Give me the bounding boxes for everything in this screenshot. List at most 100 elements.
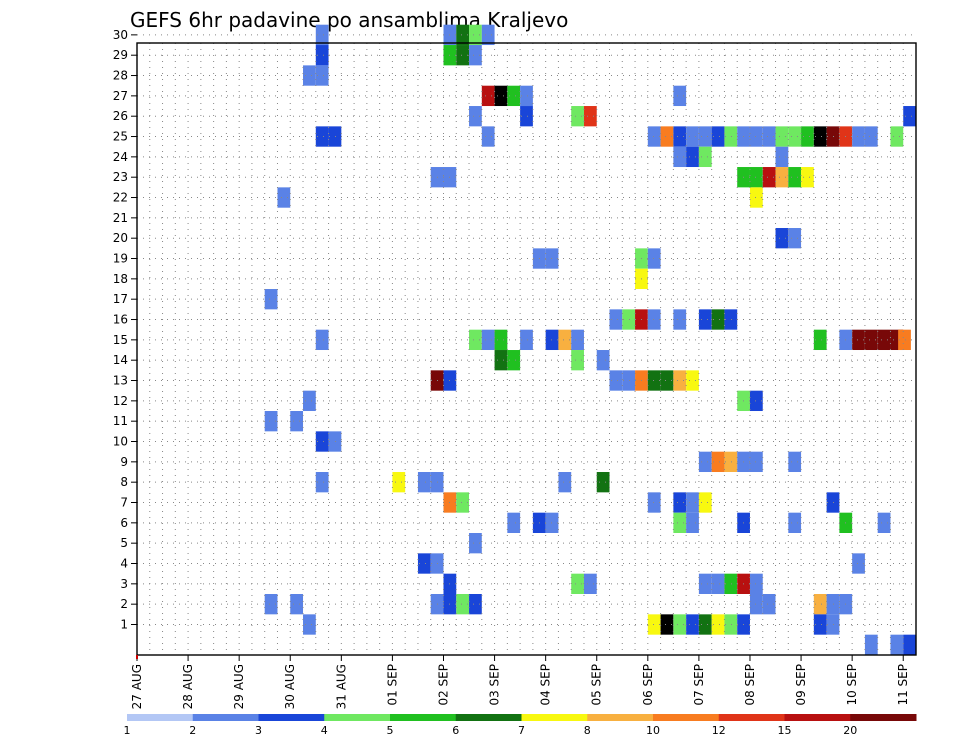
precip-cell-m12	[749, 390, 763, 412]
precip-cell-m15	[898, 329, 911, 351]
legend-label: 1	[124, 724, 131, 737]
precip-cell-m16	[724, 309, 738, 330]
legend-label: 4	[321, 724, 328, 737]
precip-cell-m3	[711, 573, 725, 594]
legend-swatch	[718, 714, 785, 721]
precip-cell-m27	[673, 85, 687, 107]
x-tick-label: 29 AUG	[232, 664, 246, 709]
y-tick-label: 9	[120, 455, 128, 469]
precip-cell-m2	[290, 594, 304, 615]
precip-cell-m23	[749, 167, 763, 188]
precip-cell-m25	[775, 126, 789, 147]
precip-cell-m16	[609, 309, 623, 330]
precip-cell-m1	[686, 614, 699, 635]
precip-cell-m15	[469, 329, 482, 351]
precip-cell-m2	[469, 594, 482, 615]
x-tick-label: 31 AUG	[334, 664, 348, 709]
precip-cell-m30	[469, 24, 482, 46]
precip-cell-m13	[622, 370, 636, 391]
color-legend: 1 2 3 4 5 6 7 8 10 12 15 20	[124, 714, 917, 737]
y-tick-label: 8	[120, 475, 128, 489]
y-tick-label: 29	[113, 48, 128, 62]
precip-cell-m17	[264, 289, 278, 310]
precip-cell-m25	[698, 126, 712, 147]
precip-cell-m16	[698, 309, 712, 330]
legend-label: 20	[843, 724, 857, 737]
precip-cell-m24	[698, 146, 712, 168]
precip-cell-m25	[813, 126, 827, 147]
precip-cell-m19	[647, 248, 661, 269]
precip-cell-m28	[303, 65, 316, 86]
precip-cell-m25	[852, 126, 865, 147]
precip-cell-m13	[686, 370, 699, 391]
precip-cell-m30	[481, 24, 495, 46]
precip-cell-m20	[788, 228, 802, 249]
precip-cell-m1	[724, 614, 738, 635]
precip-cell-m3	[698, 573, 712, 594]
y-tick-label: 28	[113, 69, 128, 83]
precip-cell-m14	[507, 350, 521, 371]
y-tick-label: 16	[113, 313, 128, 327]
precip-cell-m15	[813, 329, 827, 351]
precip-cell-m8	[315, 472, 329, 493]
precip-cell-m27	[507, 85, 521, 107]
precip-cell-m29	[456, 45, 470, 66]
y-tick-label: 18	[113, 272, 128, 286]
precip-cell-m15	[877, 329, 891, 351]
precip-cell-m0	[903, 634, 916, 655]
precip-cell-m8	[417, 472, 431, 493]
y-tick-label: 15	[113, 333, 128, 347]
precip-cell-m7	[456, 492, 470, 513]
precip-cell-m7	[698, 492, 712, 513]
precip-cell-m4	[417, 553, 431, 574]
y-tick-label: 12	[113, 394, 128, 408]
y-tick-label: 2	[120, 597, 128, 611]
y-tick-label: 26	[113, 109, 128, 123]
precip-cell-m3	[583, 573, 597, 594]
precip-cell-m19	[545, 248, 559, 269]
y-tick-label: 3	[120, 577, 128, 591]
x-tick-label: 30 AUG	[283, 664, 297, 709]
y-tick-label: 24	[113, 150, 128, 164]
precip-cell-m23	[801, 167, 814, 188]
precip-cell-m15	[545, 329, 559, 351]
precip-cell-m1	[711, 614, 725, 635]
plot-frame	[136, 42, 917, 656]
precip-cell-m1	[698, 614, 712, 635]
precip-cells	[264, 24, 916, 655]
precip-cell-m24	[775, 146, 789, 168]
precip-cell-m23	[775, 167, 789, 188]
precip-cell-m25	[686, 126, 699, 147]
chart-title: GEFS 6hr padavine po ansamblima Kraljevo	[130, 8, 568, 32]
precip-cell-m2	[456, 594, 470, 615]
precip-cell-m25	[762, 126, 776, 147]
precip-cell-m16	[647, 309, 661, 330]
precip-cell-m15	[558, 329, 572, 351]
y-tick-label: 20	[113, 231, 128, 245]
precip-cell-m25	[788, 126, 802, 147]
precip-cell-m9	[749, 451, 763, 473]
y-tick-label: 6	[120, 516, 128, 530]
grid-lines	[137, 34, 916, 655]
precip-cell-m6	[877, 512, 891, 533]
precip-cell-m3	[571, 573, 584, 594]
y-tick-label: 30	[113, 28, 128, 42]
precip-cell-m1	[813, 614, 827, 635]
precip-cell-m16	[673, 309, 687, 330]
precip-cell-m14	[494, 350, 508, 371]
precip-cell-m15	[852, 329, 865, 351]
x-tick-label: 09 SEP	[794, 664, 808, 706]
precip-cell-m2	[762, 594, 776, 615]
precip-cell-m7	[826, 492, 840, 513]
precip-cell-m7	[686, 492, 699, 513]
precip-cell-m29	[315, 45, 329, 66]
legend-swatch	[324, 714, 391, 721]
precip-cell-m25	[315, 126, 329, 147]
y-tick-label: 17	[113, 292, 128, 306]
precip-cell-m24	[686, 146, 699, 168]
legend-swatch	[390, 714, 457, 721]
legend-label: 10	[646, 724, 660, 737]
x-tick-label: 27 AUG	[130, 664, 144, 709]
precip-cell-m2	[749, 594, 763, 615]
